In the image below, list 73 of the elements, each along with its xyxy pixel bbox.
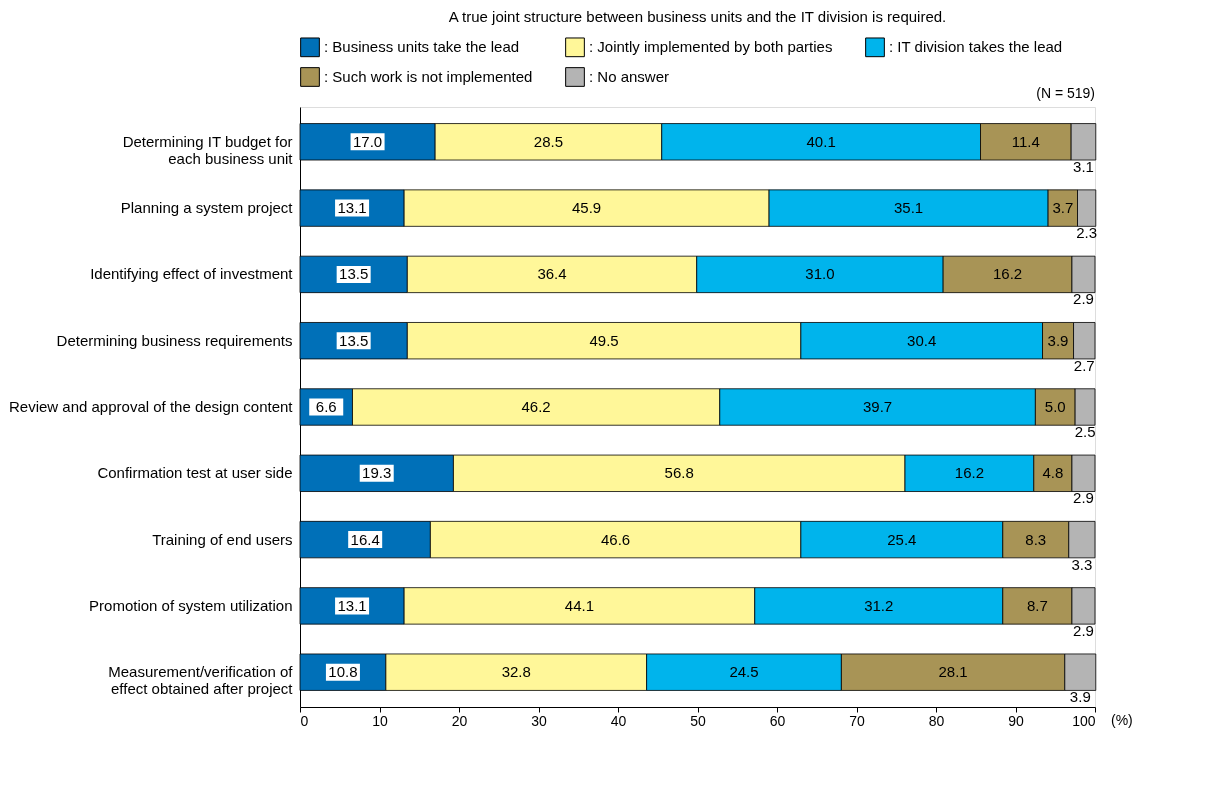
y-tick-label: Determining business requirements — [56, 331, 293, 349]
data-label: 3.9 — [1047, 331, 1069, 349]
y-tick-label: Training of end users — [152, 530, 293, 548]
data-label: 3.1 — [1073, 157, 1094, 175]
y-tick-label: Confirmation test at user side — [97, 464, 293, 482]
data-label: 35.1 — [893, 199, 924, 217]
data-label: 28.1 — [938, 663, 968, 681]
y-tick-label: Identifying effect of investment — [90, 265, 294, 283]
data-label: 2.5 — [1074, 423, 1096, 440]
data-label: 4.8 — [1042, 464, 1064, 482]
legend-label: : Business units take the lead — [324, 38, 520, 56]
data-label: 16.2 — [992, 265, 1023, 283]
data-label: 3.7 — [1052, 199, 1074, 217]
y-tick-label: Measurement/verification of effect obtained after project — [108, 663, 294, 698]
x-tick-label: 40 — [610, 712, 627, 729]
x-tick-label: 60 — [769, 712, 786, 729]
chart-title: A true joint structure between business units and the IT division is required. — [448, 8, 947, 25]
x-tick-label: 50 — [690, 712, 706, 729]
data-label: 36.4 — [537, 265, 567, 283]
data-label: 24.5 — [729, 663, 759, 681]
legend-label: : No answer — [589, 68, 670, 85]
data-label: 8.3 — [1025, 530, 1047, 548]
data-label: 31.0 — [805, 265, 835, 283]
y-tick-label: Review and approval of the design content — [8, 398, 294, 415]
x-tick-label: 70 — [849, 712, 865, 729]
x-tick-label: 30 — [531, 712, 547, 729]
legend-label: : IT division takes the lead — [889, 38, 1063, 56]
data-label: 46.2 — [521, 398, 551, 415]
data-label: 28.5 — [533, 132, 564, 150]
data-label: 2.9 — [1073, 290, 1094, 308]
data-label: 2.3 — [1076, 224, 1098, 242]
data-label: 2.9 — [1073, 621, 1094, 639]
data-label: 2.9 — [1073, 489, 1094, 507]
data-label: 32.8 — [501, 663, 531, 681]
x-tick-label: 80 — [928, 712, 945, 729]
data-label: 16.4 — [350, 530, 380, 548]
data-label: 49.5 — [589, 331, 619, 349]
data-label: 10.8 — [328, 663, 358, 681]
data-label: 46.6 — [601, 530, 631, 548]
data-label: 2.7 — [1073, 356, 1095, 374]
data-label: 39.7 — [862, 398, 893, 415]
x-tick-label: 20 — [451, 712, 468, 729]
data-label: 25.4 — [887, 530, 917, 548]
x-tick-label: 90 — [1008, 712, 1024, 729]
y-tick-label: Planning a system project — [120, 199, 294, 217]
data-label: 11.4 — [1011, 132, 1040, 150]
x-tick-label: 100 — [1072, 712, 1096, 729]
x-axis-title: (%) — [1111, 712, 1133, 728]
data-label: 19.3 — [362, 464, 392, 482]
y-tick-label: Determining IT budget for each business unit — [122, 132, 294, 167]
data-label: 13.1 — [337, 596, 367, 614]
data-label: 8.7 — [1026, 596, 1048, 614]
data-label: 45.9 — [572, 199, 602, 217]
data-label: 30.4 — [907, 331, 937, 349]
data-label: 6.6 — [315, 398, 337, 415]
text: (N = 519) — [1036, 85, 1095, 101]
data-label: 17.0 — [352, 132, 383, 150]
data-label: 44.1 — [564, 596, 595, 614]
data-label: 16.2 — [954, 464, 984, 482]
data-label: 13.1 — [337, 199, 367, 217]
legend-label: : Such work is not implemented — [324, 68, 533, 85]
x-tick-label: 0 — [300, 712, 309, 729]
data-label: 13.5 — [339, 331, 369, 349]
y-tick-label: Promotion of system utilization — [89, 596, 293, 614]
x-tick-label: 10 — [372, 712, 388, 729]
data-label: 3.9 — [1069, 688, 1091, 706]
data-label: 5.0 — [1044, 398, 1066, 415]
data-label: 31.2 — [864, 596, 894, 614]
legend-label: : Jointly implemented by both parties — [589, 38, 833, 56]
data-label: 3.3 — [1071, 555, 1093, 573]
data-label: 40.1 — [806, 132, 836, 150]
data-label: 56.8 — [664, 464, 694, 482]
data-label: 13.5 — [339, 265, 369, 283]
